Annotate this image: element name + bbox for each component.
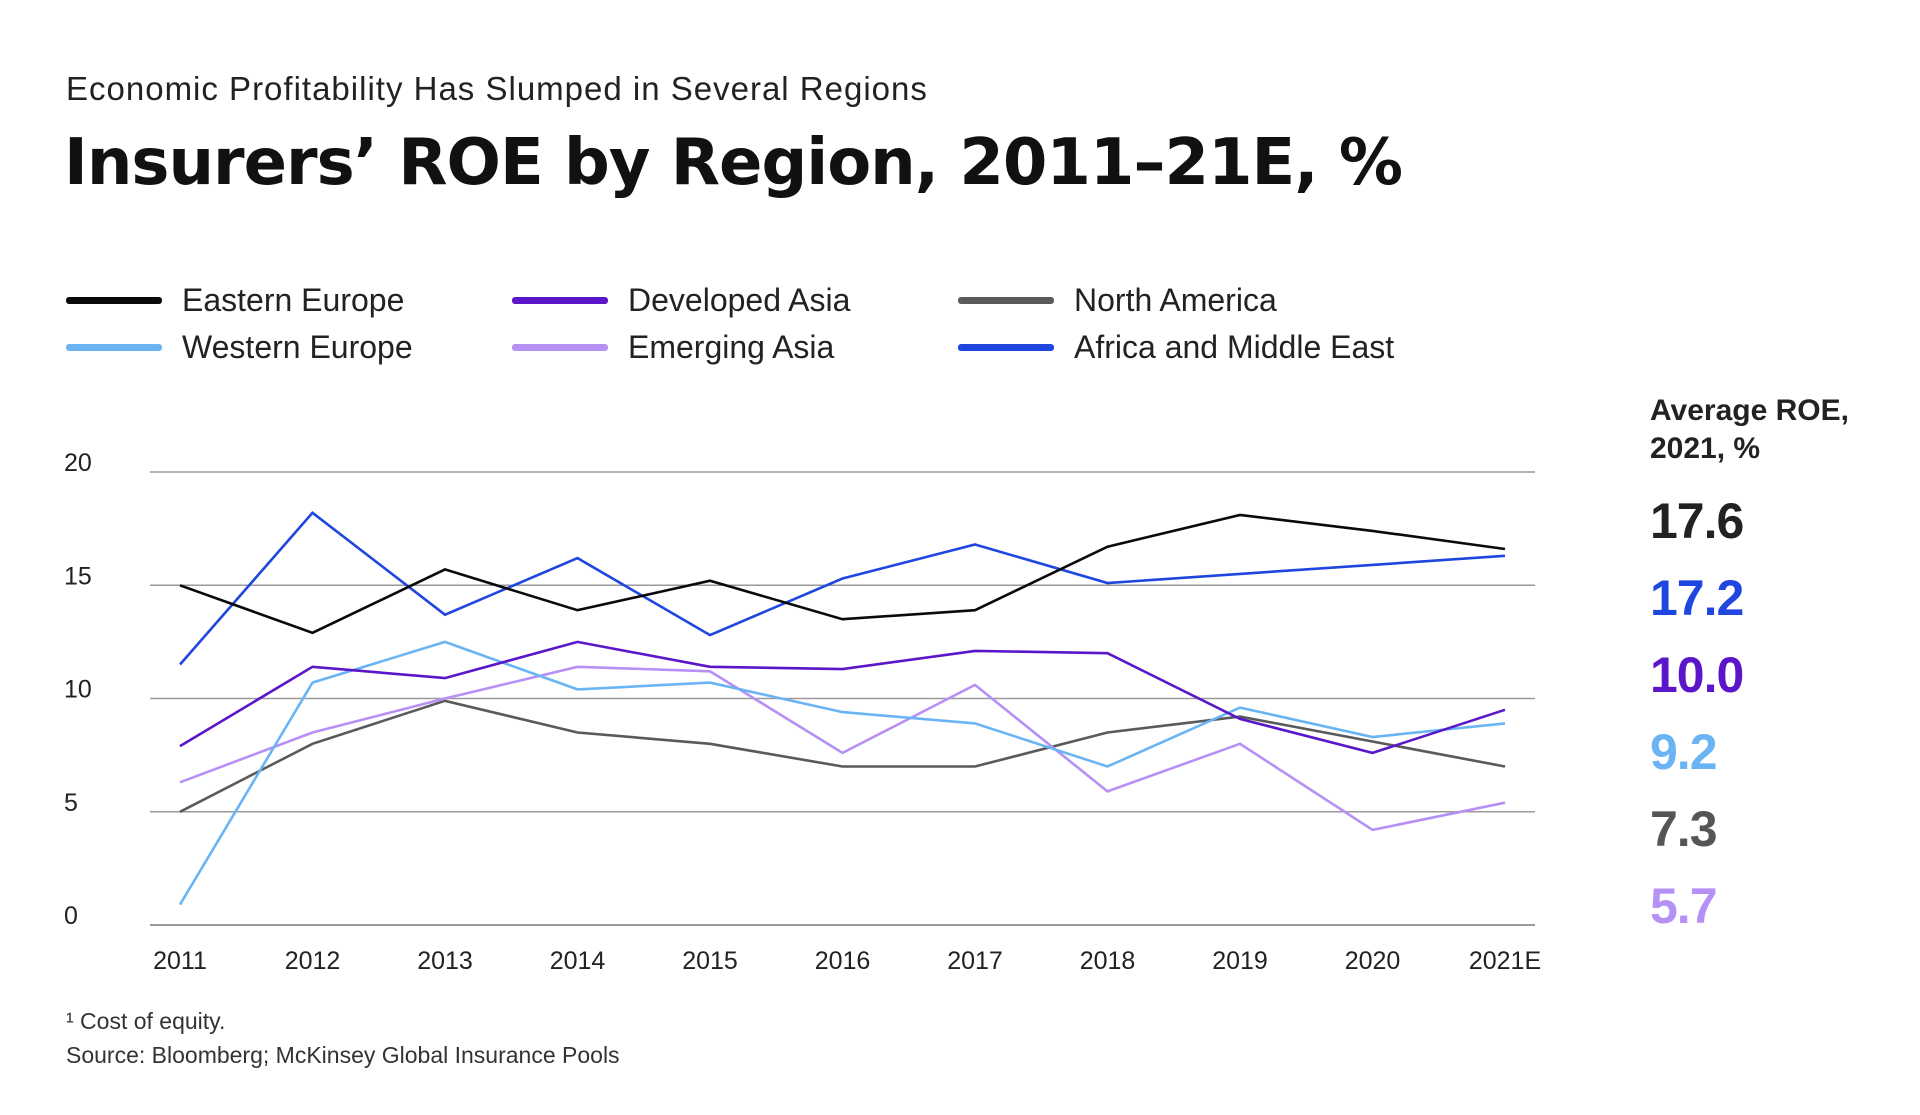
legend-swatch <box>512 343 608 351</box>
legend-item-eastern-europe: Eastern Europe <box>66 280 404 320</box>
x-tick-label: 2016 <box>815 947 871 975</box>
chart-subtitle: Economic Profitability Has Slumped in Se… <box>66 70 928 107</box>
y-tick-label: 20 <box>64 449 92 477</box>
legend-label: Emerging Asia <box>628 328 835 365</box>
legend-item-western-europe: Western Europe <box>66 327 413 367</box>
legend-item-emerging-asia: Emerging Asia <box>512 327 834 367</box>
average-roe-header-line1: Average ROE, <box>1650 394 1849 427</box>
chart-legend: Eastern Europe Developed Asia North Amer… <box>66 280 1466 390</box>
legend-swatch <box>66 343 162 351</box>
x-tick-label: 2015 <box>682 947 738 975</box>
legend-item-north-america: North America <box>958 280 1277 320</box>
y-tick-label: 10 <box>64 676 92 704</box>
legend-label: Developed Asia <box>628 281 851 318</box>
average-value-developed-asia: 10.0 <box>1650 647 1744 703</box>
x-tick-label: 2013 <box>417 947 473 975</box>
average-value-western-europe: 9.2 <box>1650 724 1718 780</box>
legend-label: Africa and Middle East <box>1074 328 1395 365</box>
x-tick-label: 2020 <box>1345 947 1401 975</box>
y-tick-label: 15 <box>64 562 92 590</box>
series-line-developed-asia <box>179 640 1506 755</box>
average-value-north-america: 7.3 <box>1650 801 1718 857</box>
x-tick-label: 2011 <box>153 947 207 975</box>
legend-swatch <box>958 343 1054 351</box>
x-tick-label: 2018 <box>1080 947 1136 975</box>
source-note: Source: Bloomberg; McKinsey Global Insur… <box>66 1042 620 1068</box>
series-line-north-america <box>179 699 1506 813</box>
footnote-cost-of-equity: ¹ Cost of equity. <box>66 1008 226 1034</box>
average-value-eastern-europe: 17.6 <box>1650 493 1744 549</box>
x-tick-label: 2021E <box>1469 947 1541 975</box>
average-roe-header-line2: 2021, % <box>1650 432 1761 465</box>
average-roe-header: Average ROE, 2021, % <box>1650 392 1849 468</box>
x-tick-label: 2017 <box>947 947 1003 975</box>
x-tick-label: 2019 <box>1212 947 1268 975</box>
legend-label: North America <box>1074 281 1277 318</box>
legend-label: Western Europe <box>182 328 413 365</box>
series-line-africa-and-middle-east <box>179 511 1506 666</box>
series-line-western-europe <box>178 640 1506 906</box>
x-tick-label: 2014 <box>550 947 606 975</box>
chart-title: Insurers’ ROE by Region, 2011–21E, % <box>64 126 1403 200</box>
legend-item-developed-asia: Developed Asia <box>512 280 850 320</box>
average-value-emerging-asia: 5.7 <box>1650 878 1718 934</box>
legend-item-africa-middle-east: Africa and Middle East <box>958 327 1394 367</box>
legend-swatch <box>512 296 608 304</box>
x-tick-label: 2012 <box>285 947 341 975</box>
y-tick-label: 0 <box>64 902 78 930</box>
series-line-eastern-europe <box>179 513 1506 635</box>
series-line-emerging-asia <box>179 665 1506 832</box>
legend-label: Eastern Europe <box>182 281 405 318</box>
legend-swatch <box>958 296 1054 304</box>
average-value-africa-middle-east: 17.2 <box>1650 570 1744 626</box>
legend-swatch <box>66 296 162 304</box>
y-tick-label: 5 <box>64 789 78 817</box>
